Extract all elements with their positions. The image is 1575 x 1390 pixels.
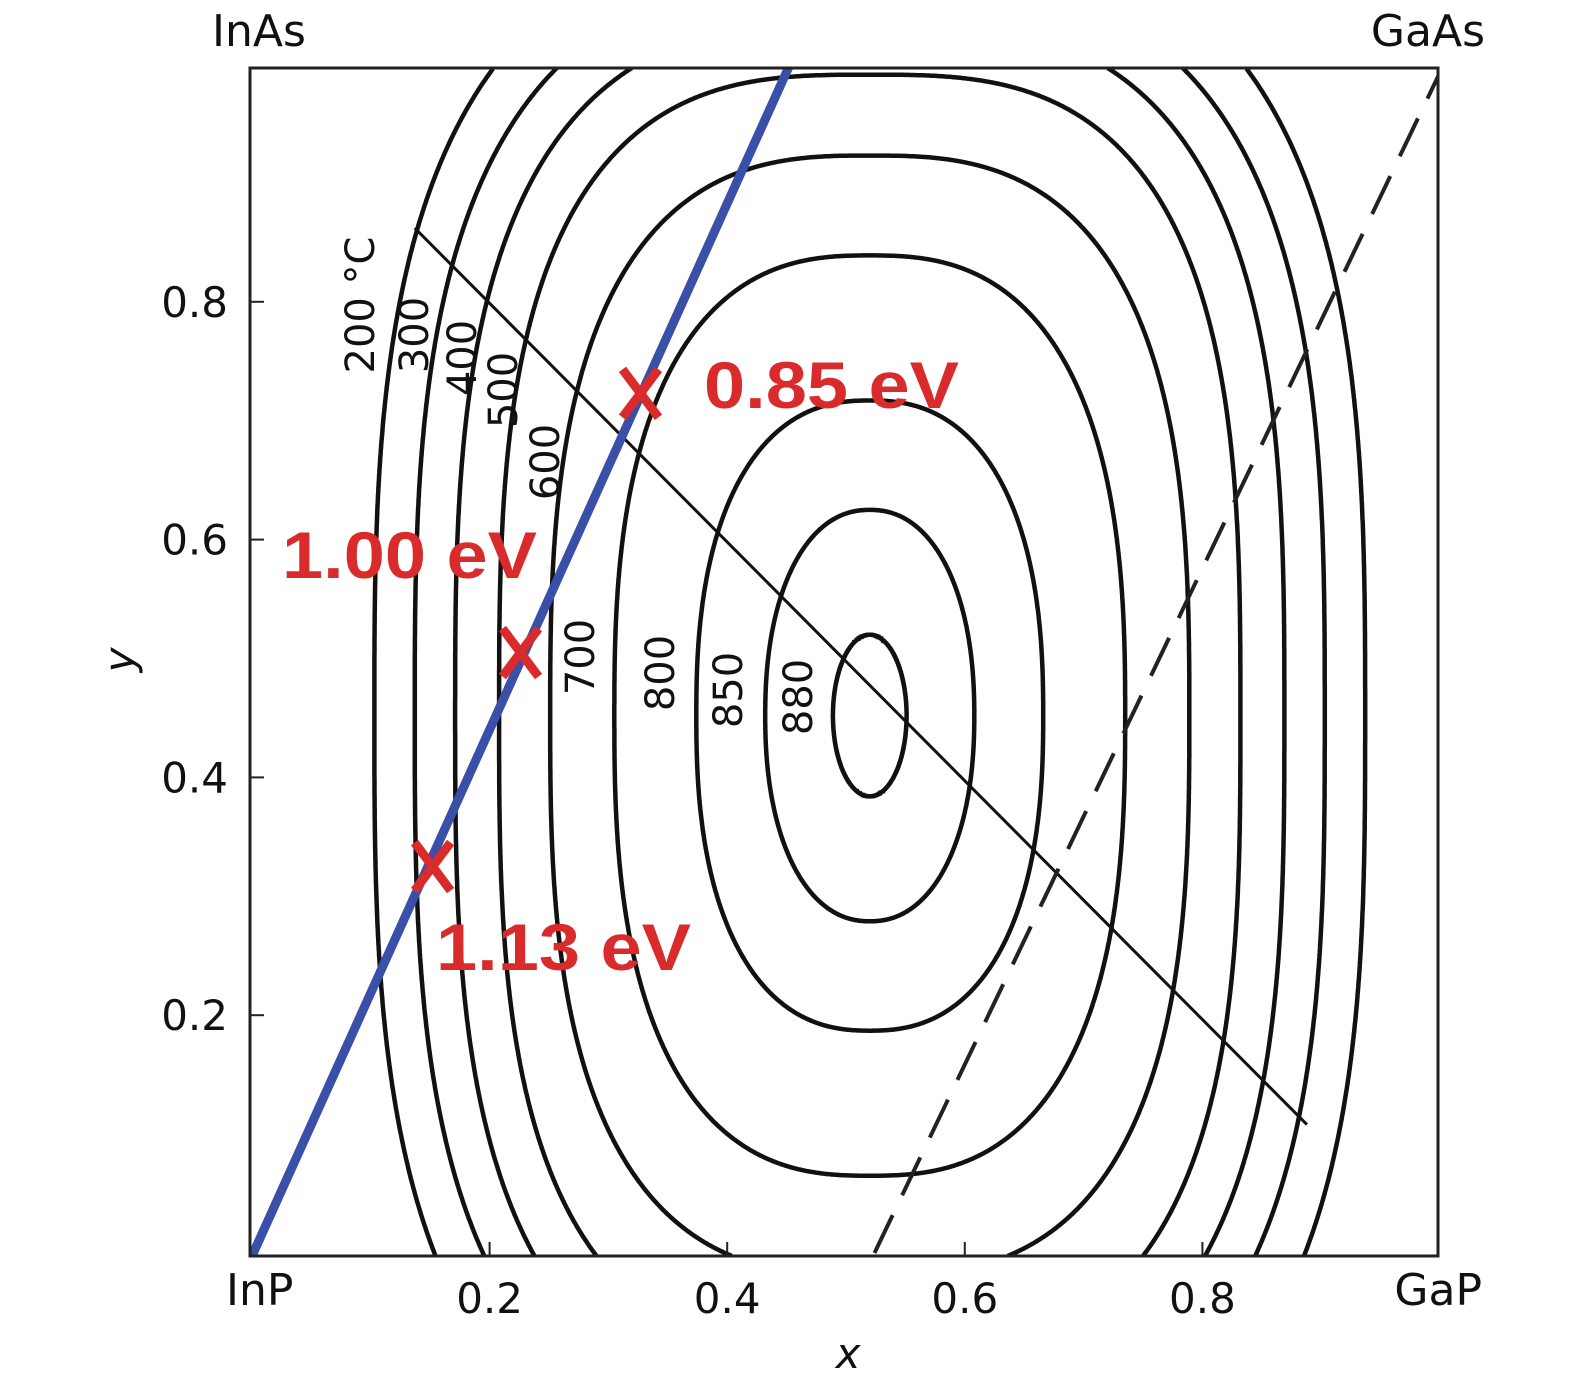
contour-label-200: 200 °C [338, 237, 384, 374]
corner-label-bottom-left: InP [226, 1265, 293, 1316]
dashed-line [872, 71, 1438, 1254]
contour-label-300: 300 [392, 297, 438, 373]
contour-label-800: 800 [638, 635, 684, 711]
y-tick-label: 0.6 [161, 516, 228, 565]
y-axis-label: y [95, 646, 144, 674]
x-marker [498, 625, 543, 680]
bandgap-label: 1.13 eV [436, 910, 691, 984]
contour-label-400: 400 [440, 320, 486, 396]
x-marker [410, 839, 455, 894]
y-tick-label: 0.4 [161, 753, 228, 802]
contour-300 [412, 68, 1328, 1256]
contour-label-500: 500 [481, 352, 527, 428]
y-tick-label: 0.8 [161, 278, 228, 327]
contour-600 [547, 153, 1192, 1256]
x-marker-stroke [410, 839, 455, 894]
x-marker-stroke [498, 625, 543, 680]
corner-label-top-left: InAs [212, 6, 306, 57]
x-tick-label: 0.2 [456, 1274, 523, 1323]
x-marker-stroke [618, 366, 663, 421]
contour-700 [612, 253, 1128, 1178]
corner-label-top-right: GaAs [1371, 6, 1485, 57]
bandgap-label: 1.00 eV [282, 518, 537, 592]
contour-label-880: 880 [776, 659, 822, 735]
guide-lines [250, 68, 1438, 1256]
bandgap-label: 0.85 eV [704, 348, 959, 422]
contour-label-600: 600 [523, 424, 569, 500]
axis-ticks: 0.2 0.4 0.6 0.8 0.8 0.6 0.4 0.2 [161, 278, 1236, 1323]
x-tick-label: 0.8 [1169, 1274, 1236, 1323]
contour-500 [496, 72, 1243, 1256]
x-axis-label: x [834, 1329, 862, 1378]
contour-800 [694, 398, 1046, 1033]
y-tick-label: 0.2 [161, 991, 228, 1040]
corner-label-bottom-right: GaP [1394, 1265, 1482, 1316]
contour-label-850: 850 [706, 652, 752, 728]
contour-label-700: 700 [558, 619, 604, 695]
contour-850 [762, 507, 977, 924]
x-marker [618, 366, 663, 421]
contour-lines [372, 68, 1368, 1256]
contour-400 [452, 68, 1287, 1256]
plot-frame [248, 66, 1440, 1258]
tie-line [413, 227, 1309, 1126]
x-tick-label: 0.6 [931, 1274, 998, 1323]
contour-880 [830, 632, 909, 799]
contour-200 [372, 68, 1368, 1256]
x-tick-label: 0.4 [694, 1274, 761, 1323]
